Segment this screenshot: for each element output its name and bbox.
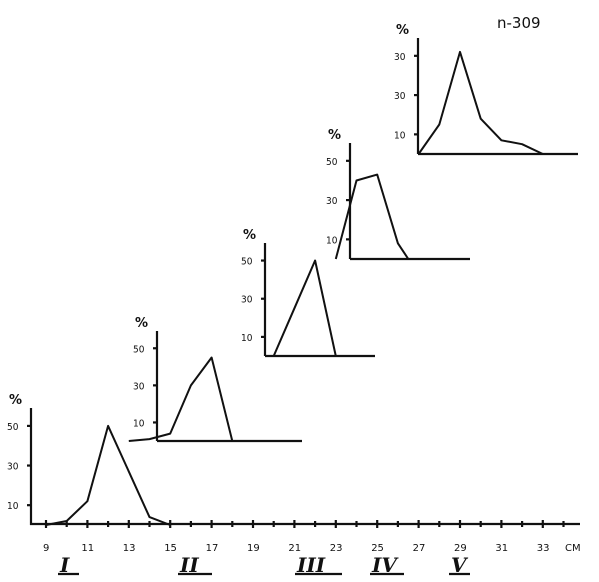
y-tick-label: 10 [326, 235, 338, 246]
x-tick-label: 15 [164, 543, 177, 554]
percent-label: % [9, 393, 22, 408]
x-tick-label: 13 [123, 543, 136, 554]
x-tick-label: 25 [371, 543, 384, 554]
y-tick-label: 30 [326, 196, 338, 207]
percent-label: % [328, 128, 341, 143]
distribution-line-II [128, 356, 253, 442]
x-tick-label: 29 [454, 543, 467, 554]
chart-panels: % 50 30 10% 50 30 10% 50 30 10% 50 30 10% 30 30 10 [7, 23, 578, 526]
distribution-line-V [417, 50, 544, 155]
y-tick-label: 10 [7, 501, 19, 512]
x-tick-label: 21 [288, 543, 301, 554]
x-unit-label: CM [565, 543, 581, 554]
group-label-II: II [179, 553, 199, 577]
group-labels: I II III IV V [58, 553, 470, 577]
y-tick-label: 50 [133, 344, 145, 355]
x-tick-label: 31 [495, 543, 508, 554]
percent-label: % [243, 228, 256, 243]
chart-panel-2: % 50 30 10 [128, 316, 302, 443]
y-tick-label: 10 [133, 418, 145, 429]
percent-label: % [135, 316, 148, 331]
x-tick-label: 19 [247, 543, 260, 554]
x-tick-label: 23 [330, 543, 343, 554]
distribution-line-IV [334, 173, 419, 260]
x-tick-label: 11 [81, 543, 94, 554]
y-tick-label: 30 [394, 52, 406, 63]
group-label-V: V [451, 553, 469, 577]
distribution-line-III [272, 259, 337, 357]
y-tick-label: 10 [394, 130, 406, 141]
figure-label: n-309 [497, 14, 541, 32]
group-label-I: I [59, 553, 70, 577]
x-tick-label: 33 [537, 543, 550, 554]
y-tick-label: 30 [7, 462, 19, 473]
y-tick-label: 50 [7, 422, 19, 433]
y-tick-label: 30 [394, 91, 406, 102]
x-tick-label: 27 [413, 543, 426, 554]
chart-panel-4: % 50 30 10 [326, 128, 470, 261]
distribution-line-I [45, 424, 171, 526]
percent-label: % [396, 23, 409, 38]
y-tick-label: 50 [241, 257, 253, 268]
y-tick-label: 30 [241, 295, 253, 306]
chart-panel-3: % 50 30 10 [241, 228, 375, 358]
x-tick-label: 17 [206, 543, 219, 554]
y-tick-label: 30 [133, 381, 145, 392]
x-axis-ticks: 9 11 13 15 17 19 21 23 25 27 29 31 33 [43, 520, 565, 554]
chart-panel-1: % 50 30 10 [7, 393, 171, 526]
y-tick-label: 10 [241, 333, 253, 344]
y-tick-label: 50 [326, 157, 338, 168]
chart-panel-5: % 30 30 10 [394, 23, 578, 156]
x-tick-label: 9 [43, 543, 49, 554]
